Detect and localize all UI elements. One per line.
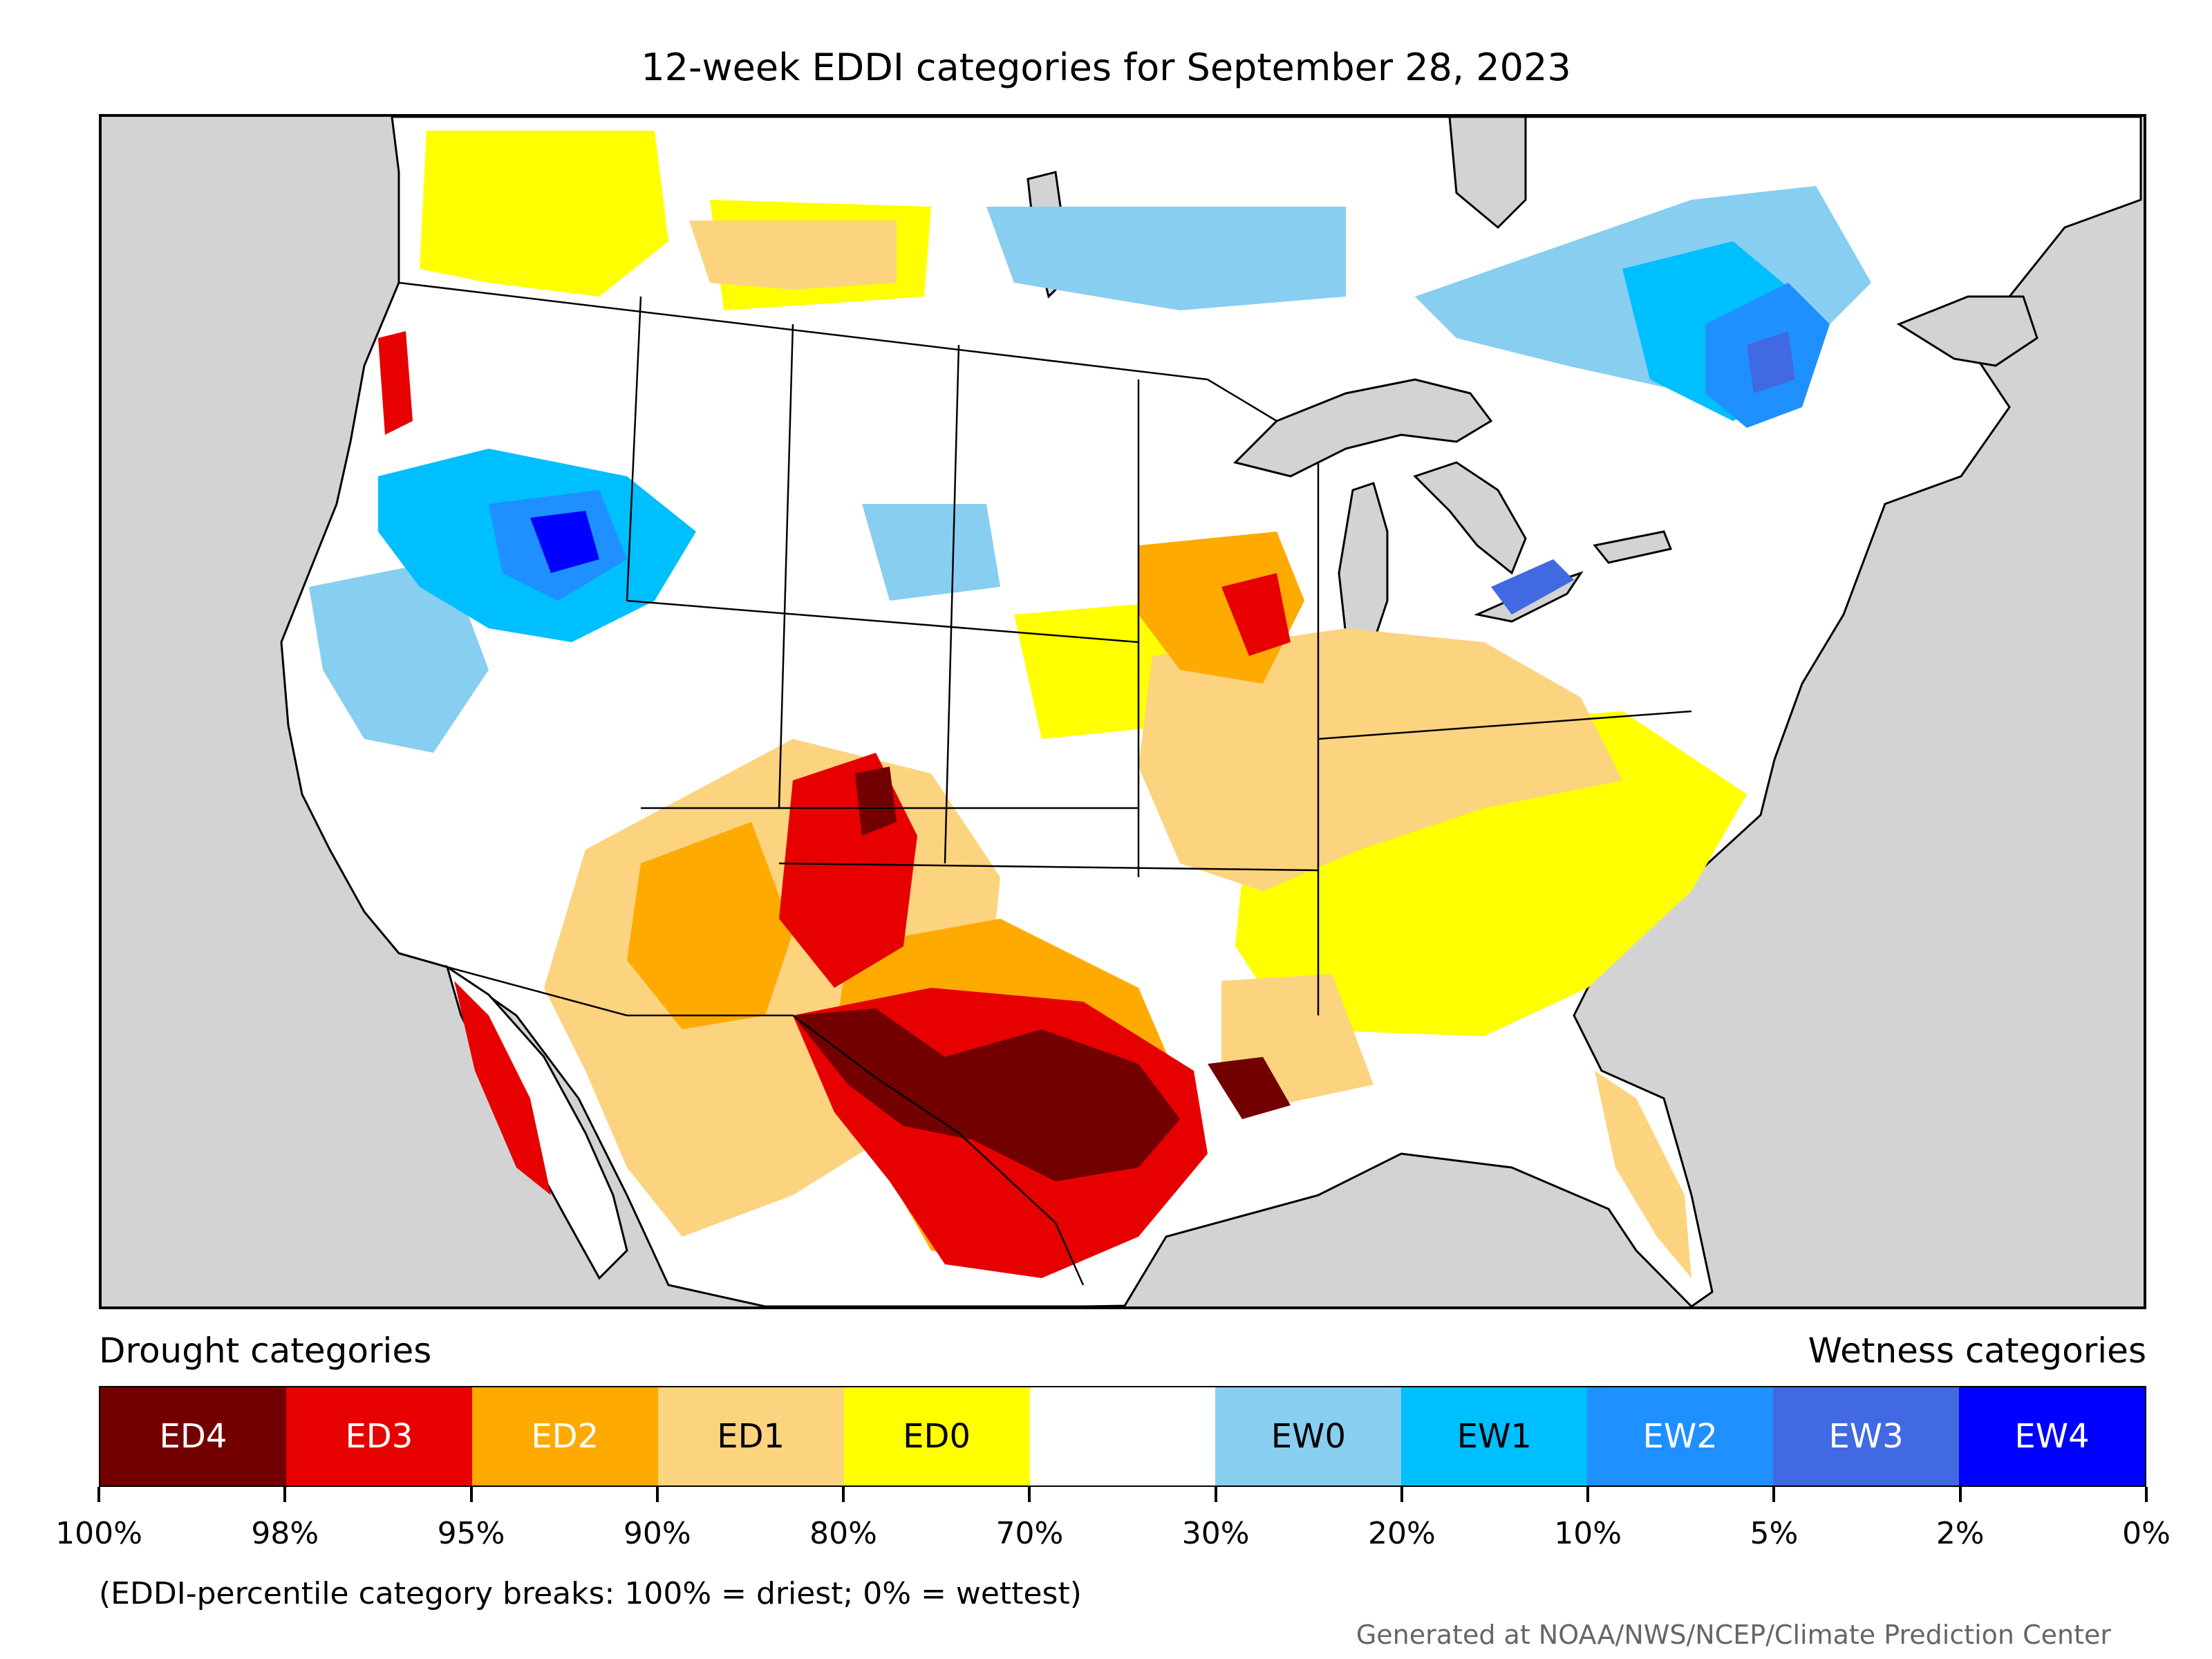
tick-label: 70% (995, 1516, 1064, 1551)
colorbar-cell-ew1: EW1 (1401, 1387, 1588, 1485)
tick-label: 0% (2122, 1516, 2171, 1551)
colorbar-cell-ed4: ED4 (100, 1387, 286, 1485)
state-lines (626, 296, 1692, 1015)
patch-ed0-nw (420, 131, 668, 297)
drought-legend-heading: Drought categories (99, 1331, 432, 1371)
patch-ed4-new-mexico (855, 767, 897, 836)
patch-ed3-oregon (378, 331, 413, 435)
colorbar-cell-neutral (1029, 1387, 1216, 1485)
tick-label: 80% (809, 1516, 877, 1551)
patch-ew3-quebec (1747, 331, 1795, 393)
tick-mark (283, 1487, 287, 1502)
category-patches (309, 131, 1871, 1278)
tick-mark (1214, 1487, 1217, 1502)
lake-huron (1413, 461, 1527, 575)
tick-label: 20% (1368, 1516, 1436, 1551)
us-canada-border (398, 281, 1277, 422)
tick-mark (97, 1487, 100, 1502)
tick-label: 100% (55, 1516, 142, 1551)
category-footnote: (EDDI-percentile category breaks: 100% =… (99, 1576, 1082, 1611)
tick-mark (1400, 1487, 1403, 1502)
patch-ew0-north (986, 207, 1346, 310)
tick-label: 5% (1750, 1516, 1799, 1551)
colorbar-cell-ed3: ED3 (285, 1387, 472, 1485)
tick-label: 95% (437, 1516, 505, 1551)
colorbar-cell-ew3: EW3 (1773, 1387, 1960, 1485)
james-bay (1448, 117, 1527, 229)
credit-line: Generated at NOAA/NWS/NCEP/Climate Predi… (1356, 1620, 2111, 1650)
tick-mark (1772, 1487, 1776, 1502)
borders (398, 281, 1692, 1286)
tick-mark (842, 1487, 845, 1502)
patch-ed3-mexico-coast (454, 981, 551, 1195)
category-colorbar: ED4 ED3 ED2 ED1 ED0 EW0 EW1 EW2 EW3 EW4 (99, 1386, 2146, 1487)
tick-label: 30% (1181, 1516, 1250, 1551)
lake-ontario (1593, 530, 1673, 564)
colorbar-cell-ew4: EW4 (1959, 1387, 2145, 1485)
patch-ed2-southwest (627, 822, 793, 1029)
lake-michigan (1338, 482, 1389, 644)
tick-mark (469, 1487, 473, 1502)
colorbar-cell-ed0: ED0 (843, 1387, 1030, 1485)
colorbar-cell-ed1: ED1 (657, 1387, 844, 1485)
tick-label: 90% (623, 1516, 691, 1551)
tick-mark (1028, 1487, 1031, 1502)
patch-ed3-iowa (1221, 573, 1291, 656)
patch-ew3-erie (1491, 559, 1574, 615)
patch-ed4-louisiana (1208, 1057, 1291, 1119)
tick-label: 2% (1936, 1516, 1985, 1551)
tick-mark (2145, 1487, 2148, 1502)
patch-ew0-nevada (309, 559, 489, 753)
patch-ew0-plains (862, 504, 1000, 601)
colorbar-cell-ew0: EW0 (1215, 1387, 1402, 1485)
tick-mark (1958, 1487, 1962, 1502)
lake-superior (1233, 378, 1493, 478)
wetness-legend-heading: Wetness categories (1808, 1331, 2146, 1371)
patch-ed1-canada (689, 221, 897, 290)
colorbar-cell-ew2: EW2 (1587, 1387, 1774, 1485)
patch-ed1-florida (1595, 1071, 1691, 1278)
percentile-ticks: 100% 98% 95% 90% 80% 70% 30% 20% 10% 5% 2% 0% (55, 1487, 2171, 1551)
map-title: 12-week EDDI categories for September 28… (641, 46, 1571, 89)
eddi-map (99, 114, 2146, 1309)
us-mexico-border (447, 966, 1085, 1286)
tick-label: 10% (1554, 1516, 1622, 1551)
map-canvas (280, 117, 2142, 1306)
patch-ed1-midwest (1138, 628, 1622, 891)
patch-ed4-texas (793, 1009, 1180, 1181)
tick-mark (1586, 1487, 1590, 1502)
tick-mark (655, 1487, 659, 1502)
st-lawrence-gulf (1896, 295, 2038, 367)
patch-ew4-idaho (530, 511, 599, 573)
tick-label: 98% (251, 1516, 319, 1551)
colorbar-cell-ed2: ED2 (471, 1387, 658, 1485)
